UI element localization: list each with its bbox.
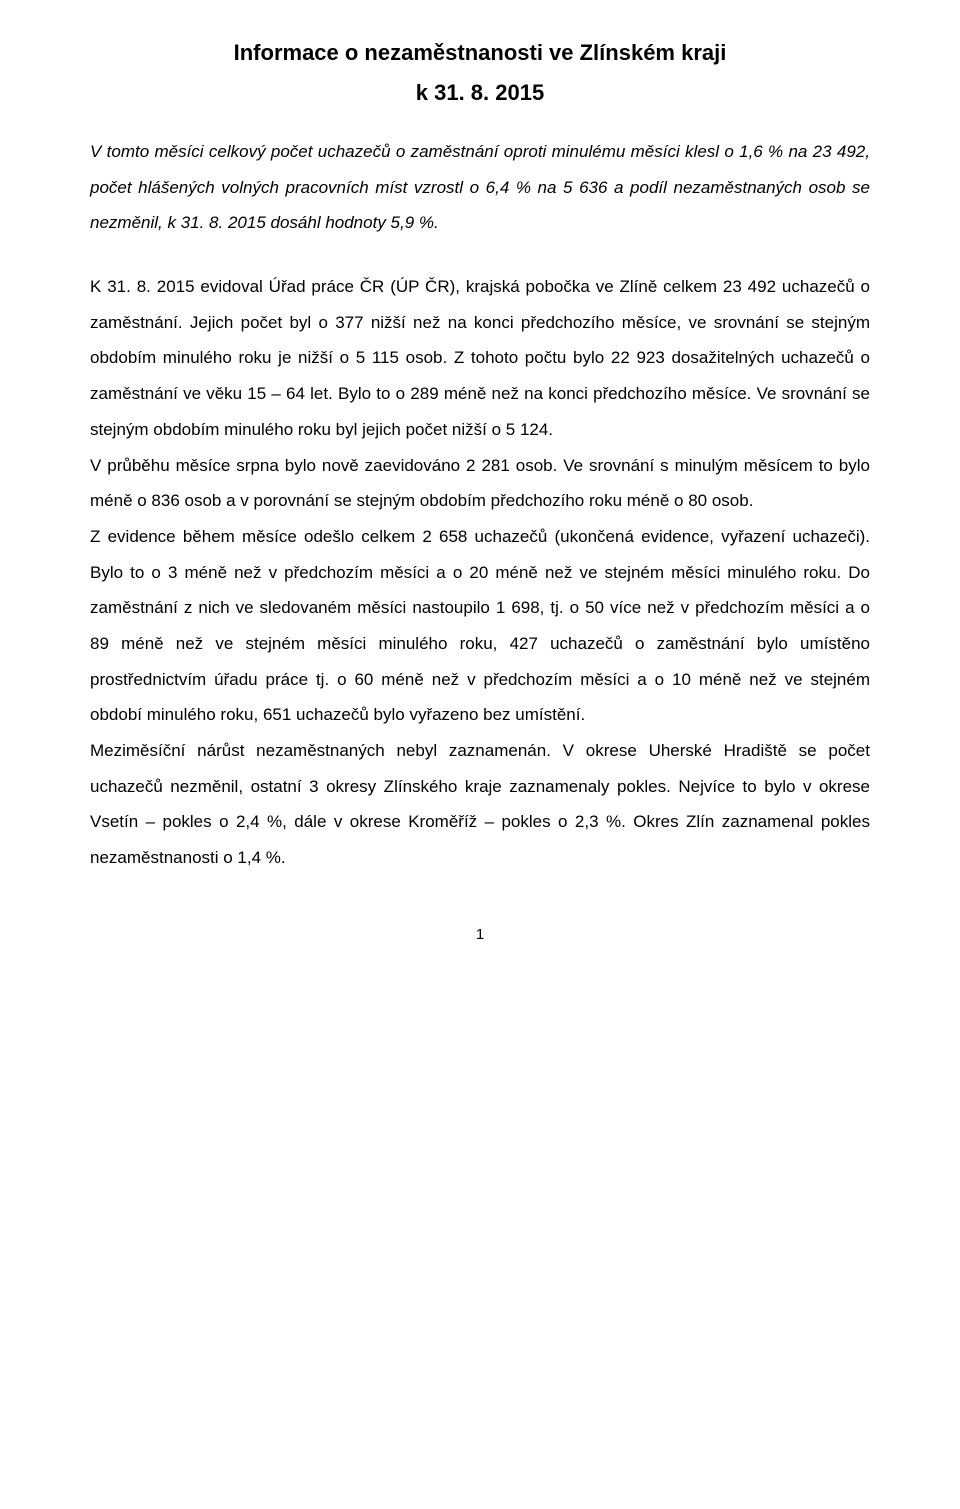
body-paragraph-4: Meziměsíční nárůst nezaměstnaných nebyl … bbox=[90, 733, 870, 876]
body-paragraph-2: V průběhu měsíce srpna bylo nově zaevido… bbox=[90, 448, 870, 519]
page-number: 1 bbox=[90, 926, 870, 943]
document-title: Informace o nezaměstnanosti ve Zlínském … bbox=[90, 40, 870, 66]
document-subtitle: k 31. 8. 2015 bbox=[90, 80, 870, 106]
body-paragraph-3: Z evidence během měsíce odešlo celkem 2 … bbox=[90, 519, 870, 733]
body-paragraph-1: K 31. 8. 2015 evidoval Úřad práce ČR (ÚP… bbox=[90, 269, 870, 447]
intro-paragraph: V tomto měsíci celkový počet uchazečů o … bbox=[90, 134, 870, 241]
